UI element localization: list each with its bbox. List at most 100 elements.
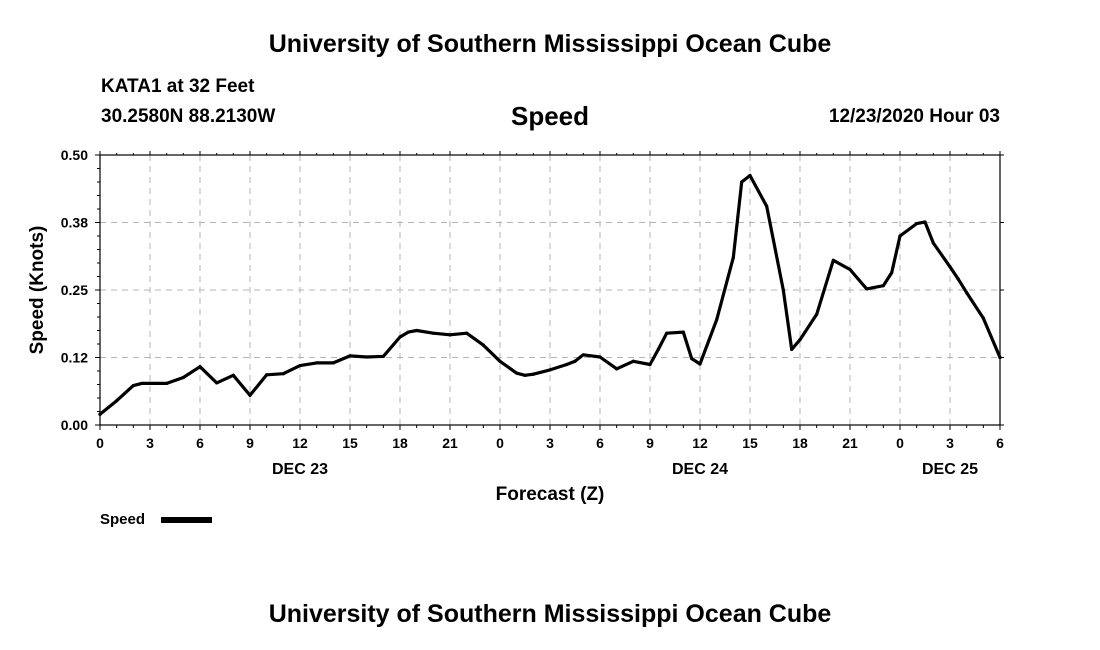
data-point	[781, 288, 785, 292]
date-label: DEC 25	[922, 461, 978, 478]
data-point	[656, 347, 660, 351]
data-point	[581, 353, 585, 357]
data-point	[406, 330, 410, 334]
data-point	[365, 355, 369, 359]
top-title: University of Southern Mississippi Ocean…	[268, 30, 832, 58]
data-point	[565, 362, 569, 367]
x-tick-label: 21	[442, 435, 458, 451]
data-point	[815, 312, 819, 316]
data-point	[998, 355, 1002, 360]
data-point	[298, 364, 302, 368]
data-point	[931, 241, 935, 245]
data-point	[181, 375, 185, 380]
data-point	[465, 331, 469, 335]
data-point	[415, 328, 419, 333]
x-tick-label: 3	[146, 435, 154, 451]
data-point	[523, 373, 527, 377]
data-point	[148, 381, 152, 386]
data-point	[198, 365, 202, 369]
y-tick-label: 0.25	[61, 282, 88, 298]
y-tick-label: 0.12	[61, 350, 88, 366]
data-point	[956, 277, 960, 281]
data-point	[331, 361, 335, 365]
data-point	[398, 335, 402, 339]
data-point	[248, 393, 252, 397]
x-tick-label: 12	[692, 435, 708, 451]
x-tick-label: 15	[342, 435, 358, 451]
data-point	[615, 367, 619, 371]
x-tick-label: 0	[96, 435, 104, 451]
data-point	[573, 359, 577, 363]
x-tick-label: 6	[996, 435, 1004, 451]
data-point	[648, 362, 652, 367]
forecast-datetime: 12/23/2020 Hour 03	[828, 106, 1000, 127]
data-point	[690, 356, 694, 361]
data-point	[315, 361, 319, 365]
x-tick-label: 21	[842, 435, 858, 451]
data-point	[948, 265, 952, 269]
x-tick-label: 6	[596, 435, 604, 451]
x-tick-label: 3	[946, 435, 954, 451]
data-point	[740, 180, 744, 184]
data-point	[765, 204, 769, 208]
data-point	[115, 399, 119, 403]
data-point	[598, 355, 602, 359]
data-point	[131, 383, 135, 388]
speed-chart: 0 3 6 9 12 15 18 21 0 3 6 9 12 15 18 21 0 3 6 0.00 0.12 0.25 0…	[27, 147, 1004, 528]
data-point	[215, 381, 219, 385]
data-point	[790, 347, 794, 351]
data-point	[281, 372, 285, 376]
data-point	[923, 220, 927, 224]
data-point	[715, 318, 719, 322]
data-point	[265, 373, 269, 377]
data-point	[665, 331, 669, 335]
legend-label: Speed	[100, 511, 145, 528]
x-tick-label: 6	[196, 435, 204, 451]
data-point	[748, 173, 752, 178]
series-line-speed	[98, 173, 1002, 416]
data-point	[848, 267, 852, 272]
data-point	[731, 256, 735, 260]
bottom-title: University of Southern Mississippi Ocean…	[268, 600, 832, 628]
data-point	[890, 271, 894, 275]
plot-frame	[99, 154, 1001, 426]
data-point	[515, 371, 519, 375]
data-point	[865, 287, 869, 291]
x-tick-label: 3	[546, 435, 554, 451]
y-tick-label: 0.50	[61, 147, 88, 163]
data-point	[915, 221, 919, 226]
data-point	[381, 354, 385, 359]
data-point	[965, 291, 969, 295]
data-point	[448, 333, 452, 337]
data-point	[831, 258, 835, 262]
date-label: DEC 23	[272, 461, 328, 478]
x-tick-label: 18	[392, 435, 408, 451]
x-tick-label: 15	[742, 435, 758, 451]
chart-title: Speed	[510, 101, 590, 131]
x-tick-label: 0	[896, 435, 904, 451]
data-point	[140, 381, 144, 386]
data-point	[348, 354, 352, 358]
data-point	[681, 330, 685, 334]
x-tick-label: 0	[496, 435, 504, 451]
data-point	[698, 362, 702, 366]
data-point	[431, 331, 435, 335]
data-point	[165, 381, 169, 386]
data-point	[481, 343, 485, 347]
data-point	[898, 234, 902, 238]
station-coordinates: 30.2580N 88.2130W	[101, 106, 276, 127]
data-point	[231, 373, 235, 377]
y-tick-label: 0.38	[61, 215, 88, 231]
x-tick-label: 9	[246, 435, 254, 451]
data-point	[881, 284, 885, 288]
data-point	[548, 368, 552, 372]
station-label: KATA1 at 32 Feet	[101, 76, 255, 97]
y-axis-label: Speed (Knots)	[27, 226, 48, 355]
data-point	[531, 372, 535, 376]
data-point	[798, 338, 802, 342]
y-tick-label: 0.00	[61, 417, 88, 433]
data-point	[498, 359, 502, 363]
date-label: DEC 24	[672, 461, 728, 478]
data-point	[981, 316, 985, 320]
x-axis-label: Forecast (Z)	[496, 484, 605, 505]
